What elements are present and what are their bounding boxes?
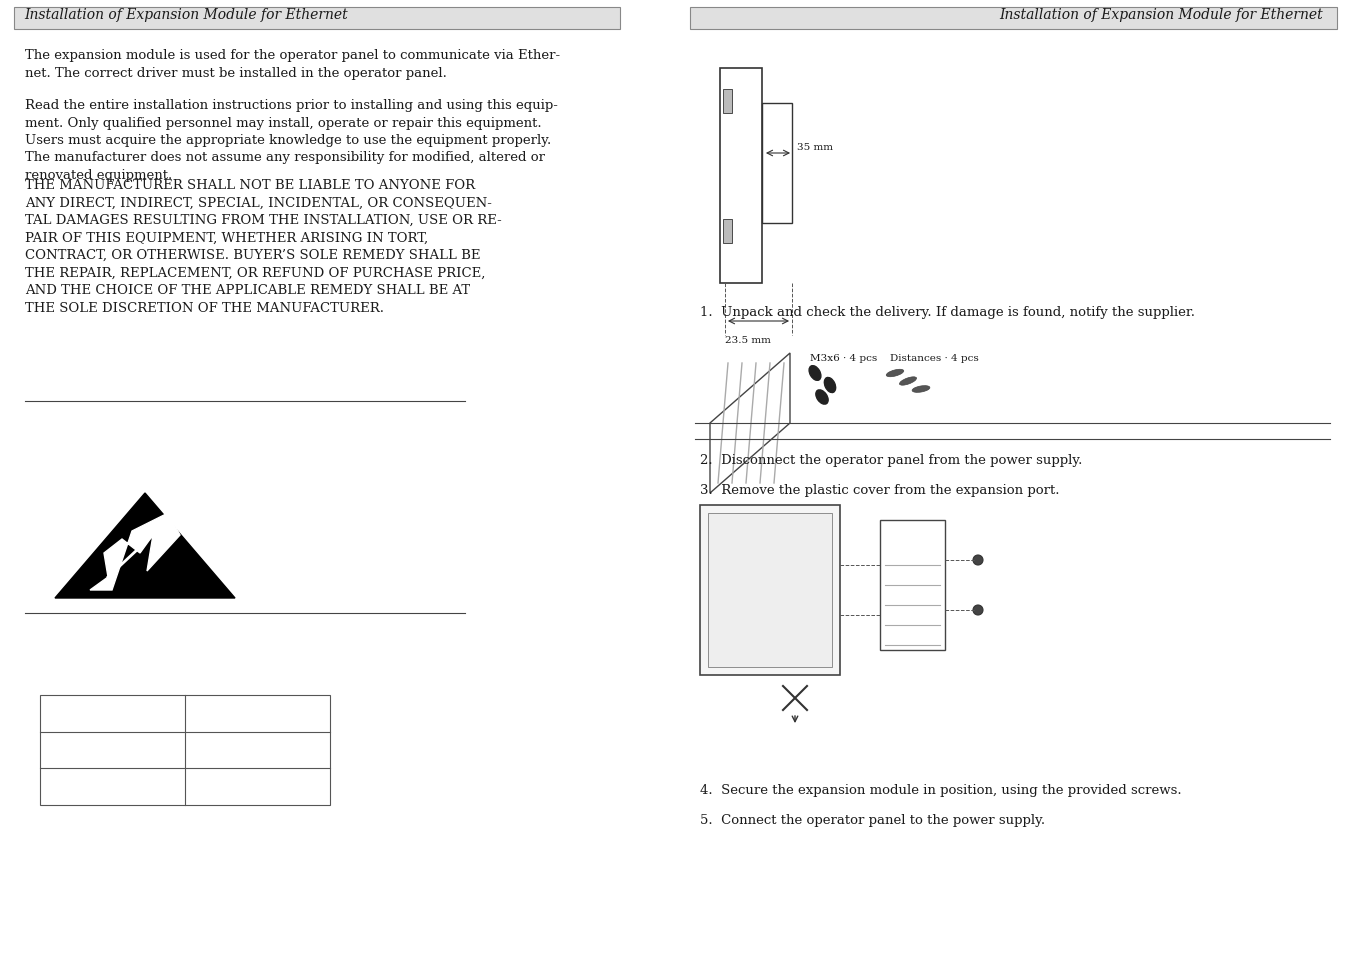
Text: Read the entire installation instructions prior to installing and using this equ: Read the entire installation instruction… xyxy=(26,99,558,182)
Ellipse shape xyxy=(900,377,916,386)
Polygon shape xyxy=(55,494,235,598)
Text: Installation of Expansion Module for Ethernet: Installation of Expansion Module for Eth… xyxy=(24,8,347,22)
Ellipse shape xyxy=(912,386,929,393)
Bar xyxy=(700,505,840,676)
Bar xyxy=(14,8,620,30)
Text: The expansion module is used for the operator panel to communicate via Ether-
ne: The expansion module is used for the ope… xyxy=(26,49,561,79)
Ellipse shape xyxy=(816,391,828,405)
Ellipse shape xyxy=(886,370,904,377)
Polygon shape xyxy=(711,354,790,494)
Text: 1.  Unpack and check the delivery. If damage is found, notify the supplier.: 1. Unpack and check the delivery. If dam… xyxy=(700,306,1196,318)
Text: 3.  Remove the plastic cover from the expansion port.: 3. Remove the plastic cover from the exp… xyxy=(700,483,1059,497)
Text: 2.  Disconnect the operator panel from the power supply.: 2. Disconnect the operator panel from th… xyxy=(700,454,1082,467)
Bar xyxy=(762,104,792,224)
Ellipse shape xyxy=(824,378,836,394)
Bar xyxy=(723,90,732,113)
Text: Installation of Expansion Module for Ethernet: Installation of Expansion Module for Eth… xyxy=(1000,8,1323,22)
Circle shape xyxy=(973,605,984,616)
Text: 23.5 mm: 23.5 mm xyxy=(725,335,771,345)
Text: M3x6 · 4 pcs: M3x6 · 4 pcs xyxy=(811,354,877,363)
Text: 5.  Connect the operator panel to the power supply.: 5. Connect the operator panel to the pow… xyxy=(700,813,1046,826)
Text: THE MANUFACTURER SHALL NOT BE LIABLE TO ANYONE FOR
ANY DIRECT, INDIRECT, SPECIAL: THE MANUFACTURER SHALL NOT BE LIABLE TO … xyxy=(26,179,501,314)
Text: 35 mm: 35 mm xyxy=(797,143,834,152)
Bar xyxy=(41,696,330,805)
Circle shape xyxy=(973,556,984,565)
Polygon shape xyxy=(91,514,180,590)
Ellipse shape xyxy=(809,366,821,381)
Bar xyxy=(723,220,732,244)
Bar xyxy=(690,8,1337,30)
Bar xyxy=(880,520,944,650)
Bar xyxy=(720,69,762,284)
Text: Distances · 4 pcs: Distances · 4 pcs xyxy=(890,354,978,363)
Text: 4.  Secure the expansion module in position, using the provided screws.: 4. Secure the expansion module in positi… xyxy=(700,783,1182,796)
Bar xyxy=(708,514,832,667)
